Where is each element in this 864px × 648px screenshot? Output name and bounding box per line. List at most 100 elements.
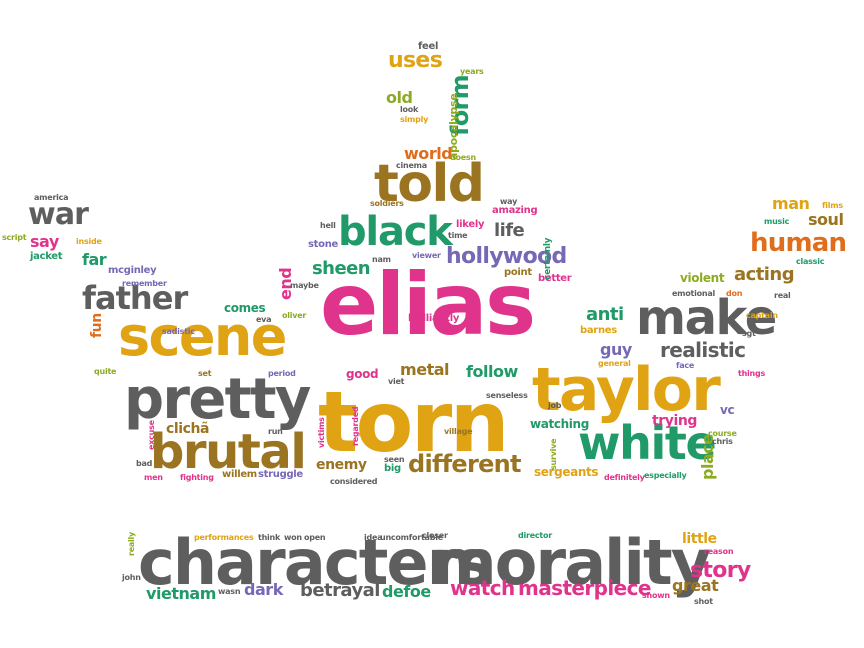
cloud-word: story: [690, 558, 751, 583]
cloud-word: stone: [308, 239, 339, 250]
cloud-word: set: [198, 369, 212, 378]
cloud-word: man: [772, 194, 810, 213]
cloud-word: elias: [320, 255, 536, 355]
cloud-word: simply: [400, 115, 429, 124]
cloud-word: closer: [422, 531, 448, 540]
cloud-word: guy: [600, 340, 632, 359]
cloud-word: things: [738, 369, 766, 378]
cloud-word: big: [384, 463, 401, 474]
cloud-word: look: [400, 105, 419, 114]
cloud-word: scene: [118, 305, 287, 368]
cloud-word: eva: [256, 315, 272, 324]
cloud-word: struggle: [258, 469, 303, 480]
cloud-word: uses: [388, 48, 443, 73]
cloud-word: really: [127, 531, 136, 556]
cloud-word: good: [346, 367, 379, 381]
cloud-word: classic: [796, 257, 825, 266]
cloud-word: metal: [400, 360, 450, 379]
cloud-word: cinema: [396, 161, 427, 170]
cloud-word: viewer: [412, 251, 441, 260]
cloud-word: general: [598, 359, 631, 368]
cloud-word: comes: [224, 301, 266, 315]
cloud-word: sgt: [742, 329, 756, 338]
cloud-word: better: [538, 273, 572, 284]
cloud-word: face: [676, 361, 695, 370]
cloud-word: say: [30, 232, 59, 251]
cloud-word: apocalypse: [447, 93, 460, 160]
cloud-word: chris: [712, 437, 733, 446]
cloud-word: idea: [364, 533, 383, 542]
cloud-word: likely: [456, 219, 485, 230]
cloud-word: john: [122, 573, 141, 582]
cloud-word: feel: [418, 41, 439, 52]
cloud-word: great: [672, 576, 719, 595]
cloud-word: human: [750, 228, 847, 258]
cloud-word: viet: [388, 377, 405, 386]
cloud-word: maybe: [290, 281, 319, 290]
cloud-word: course: [708, 429, 737, 438]
cloud-word: black: [338, 209, 453, 255]
cloud-word: seen: [384, 455, 405, 464]
cloud-word: war: [28, 197, 89, 232]
cloud-word: old: [386, 88, 413, 107]
cloud-word: shot: [694, 597, 713, 606]
cloud-word: father: [82, 279, 188, 317]
cloud-word: remember: [122, 279, 167, 288]
cloud-word: quite: [94, 367, 117, 376]
cloud-word: fun: [89, 313, 105, 338]
cloud-word: victims: [317, 417, 326, 448]
cloud-word: realistic: [660, 338, 746, 362]
cloud-word: brutal: [150, 424, 307, 480]
cloud-word: regarded: [351, 406, 360, 446]
cloud-word: far: [82, 250, 107, 269]
cloud-word: survive: [549, 438, 558, 470]
cloud-word: world: [404, 144, 453, 163]
cloud-word: captain: [746, 311, 778, 320]
cloud-word: watching: [530, 417, 589, 431]
cloud-word: open: [304, 533, 326, 542]
cloud-word: white: [578, 416, 717, 470]
cloud-word: america: [34, 193, 69, 202]
cloud-word: village: [444, 427, 473, 436]
cloud-word: certainly: [543, 237, 553, 280]
cloud-word: hollywood: [446, 244, 567, 269]
cloud-word: defoe: [382, 582, 431, 601]
cloud-word: run: [268, 427, 283, 436]
cloud-word: sadistic: [162, 327, 195, 336]
cloud-word: performances: [194, 533, 254, 542]
cloud-word: excuse: [147, 420, 156, 450]
cloud-word: brilliantly: [408, 313, 460, 324]
cloud-word: masterpiece: [518, 576, 651, 600]
cloud-word: follow: [466, 362, 518, 381]
cloud-word: doesn: [450, 153, 476, 162]
cloud-word: music: [764, 217, 790, 226]
cloud-word: think: [258, 533, 281, 542]
cloud-word: violent: [680, 271, 725, 285]
cloud-word: morality: [432, 526, 711, 599]
cloud-word: willem: [222, 469, 257, 480]
cloud-word: fighting: [180, 473, 214, 482]
cloud-word: hell: [320, 221, 336, 230]
cloud-word: oliver: [282, 311, 307, 320]
cloud-word: script: [2, 233, 27, 242]
cloud-word: barnes: [580, 325, 617, 336]
cloud-word: dark: [244, 580, 283, 599]
cloud-word: little: [682, 531, 717, 547]
cloud-word: vietnam: [146, 584, 216, 603]
cloud-word: emotional: [672, 289, 715, 298]
cloud-word: acting: [734, 264, 795, 285]
cloud-word: uncomfortable: [380, 533, 443, 542]
cloud-word: time: [448, 231, 468, 240]
cloud-word: inside: [76, 237, 102, 246]
cloud-word: enemy: [316, 457, 367, 473]
cloud-word: amazing: [492, 205, 538, 216]
cloud-word: don: [726, 289, 743, 298]
cloud-word: job: [548, 401, 562, 410]
cloud-word: shown: [642, 591, 670, 600]
cloud-word: years: [460, 67, 484, 76]
cloud-word: told: [374, 154, 485, 214]
cloud-word: make: [636, 290, 777, 346]
cloud-word: wasn: [218, 587, 241, 596]
cloud-word: men: [144, 473, 163, 482]
